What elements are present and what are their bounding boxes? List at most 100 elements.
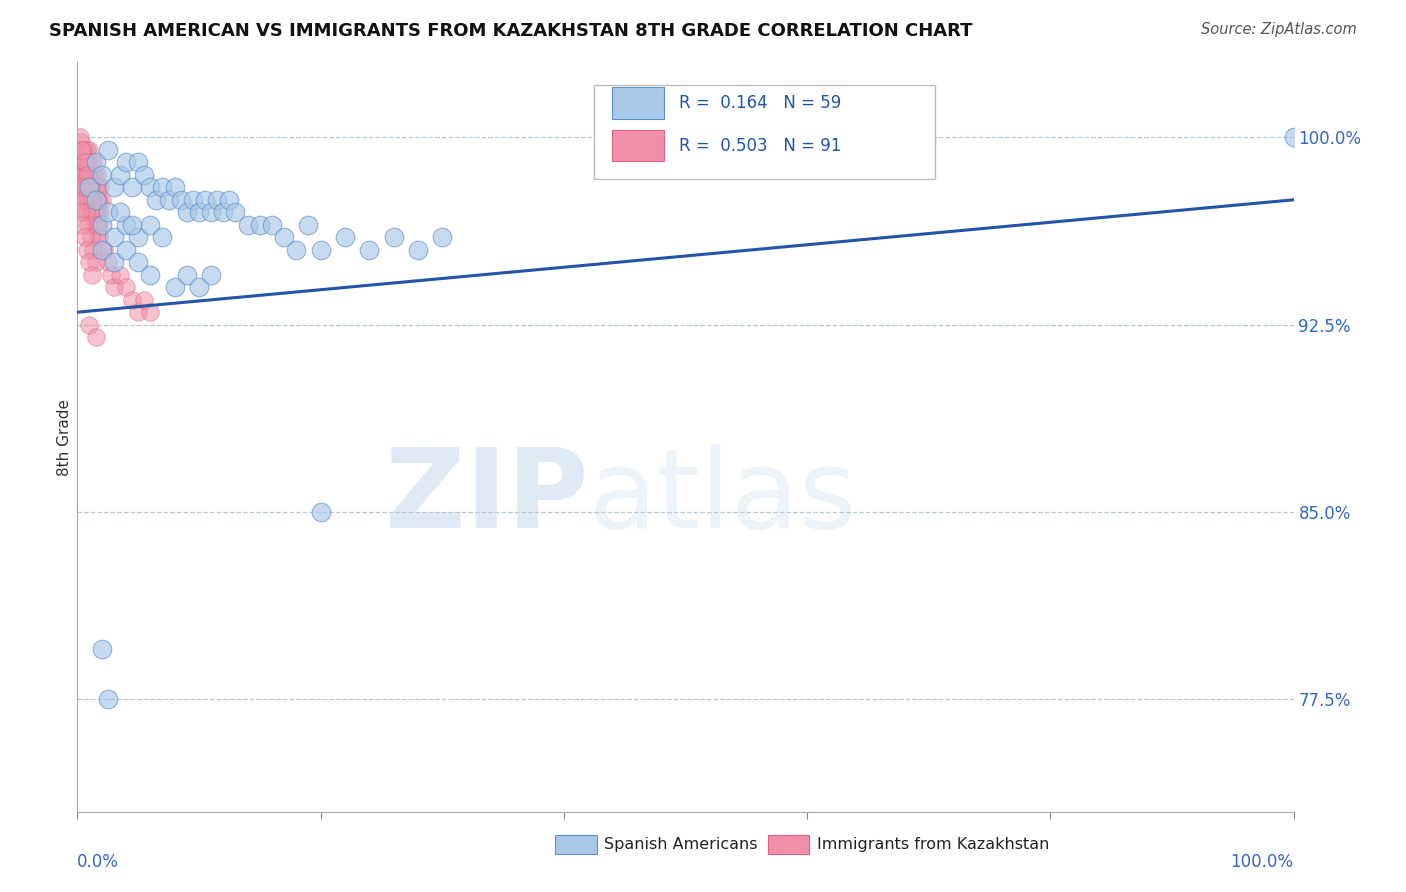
Point xyxy=(97,205,120,219)
Point xyxy=(297,218,319,232)
Point xyxy=(89,205,111,219)
Text: R =  0.164   N = 59: R = 0.164 N = 59 xyxy=(679,94,842,112)
Point xyxy=(70,168,93,182)
Point xyxy=(309,243,332,257)
Point xyxy=(333,230,356,244)
Point xyxy=(83,218,105,232)
Point xyxy=(77,168,100,182)
Point xyxy=(84,205,107,219)
FancyBboxPatch shape xyxy=(555,835,596,855)
Point xyxy=(76,193,98,207)
Point xyxy=(145,193,167,207)
Point xyxy=(127,305,149,319)
Point xyxy=(80,193,103,207)
Point xyxy=(75,155,97,169)
Point xyxy=(76,143,98,157)
Point xyxy=(236,218,259,232)
Point xyxy=(1282,130,1305,145)
Point xyxy=(80,155,103,169)
Point xyxy=(127,230,149,244)
Point xyxy=(83,205,105,219)
Point xyxy=(79,180,101,194)
Point xyxy=(108,205,131,219)
Text: Spanish Americans: Spanish Americans xyxy=(605,838,758,852)
Point xyxy=(73,193,96,207)
Point xyxy=(77,155,100,169)
Point xyxy=(79,143,101,157)
Point xyxy=(69,143,91,157)
Point xyxy=(80,168,103,182)
Point xyxy=(170,193,193,207)
Point xyxy=(115,155,138,169)
Point xyxy=(89,218,111,232)
Point xyxy=(97,692,120,706)
Point xyxy=(90,243,112,257)
Point xyxy=(224,205,246,219)
Point xyxy=(218,193,240,207)
Point xyxy=(359,243,381,257)
Point xyxy=(406,243,429,257)
Point xyxy=(84,155,107,169)
Point xyxy=(75,205,97,219)
FancyBboxPatch shape xyxy=(595,85,935,178)
Point xyxy=(93,243,115,257)
Point xyxy=(176,268,198,282)
Point xyxy=(70,136,93,150)
Point xyxy=(194,193,217,207)
Point xyxy=(87,205,110,219)
FancyBboxPatch shape xyxy=(613,130,664,161)
Point xyxy=(285,243,308,257)
Point xyxy=(72,155,94,169)
Point xyxy=(152,180,174,194)
Point xyxy=(80,205,103,219)
Point xyxy=(86,218,108,232)
Point xyxy=(70,143,93,157)
Point xyxy=(87,193,110,207)
Point xyxy=(108,168,131,182)
Point xyxy=(97,255,120,269)
Point xyxy=(79,255,101,269)
Point xyxy=(260,218,283,232)
Point xyxy=(82,193,104,207)
Point xyxy=(103,280,125,294)
Point xyxy=(75,180,97,194)
Point xyxy=(82,243,104,257)
Point xyxy=(103,255,125,269)
Point xyxy=(69,205,91,219)
Point xyxy=(115,243,138,257)
Point xyxy=(80,180,103,194)
Point xyxy=(108,268,131,282)
Point xyxy=(103,180,125,194)
Point xyxy=(90,218,112,232)
Point xyxy=(70,155,93,169)
Point xyxy=(73,143,96,157)
Point xyxy=(77,205,100,219)
Point xyxy=(163,280,186,294)
Point xyxy=(127,255,149,269)
Point xyxy=(103,230,125,244)
Point xyxy=(70,143,93,157)
Point xyxy=(70,218,93,232)
Text: 0.0%: 0.0% xyxy=(77,853,120,871)
Text: Source: ZipAtlas.com: Source: ZipAtlas.com xyxy=(1201,22,1357,37)
Point xyxy=(73,155,96,169)
Point xyxy=(83,205,105,219)
Text: SPANISH AMERICAN VS IMMIGRANTS FROM KAZAKHSTAN 8TH GRADE CORRELATION CHART: SPANISH AMERICAN VS IMMIGRANTS FROM KAZA… xyxy=(49,22,973,40)
Point xyxy=(273,230,295,244)
Point xyxy=(75,180,97,194)
Point xyxy=(90,642,112,657)
Point xyxy=(382,230,405,244)
Point xyxy=(127,155,149,169)
Point xyxy=(115,280,138,294)
Point xyxy=(80,268,103,282)
Point xyxy=(86,218,108,232)
Point xyxy=(76,168,98,182)
Point xyxy=(84,193,107,207)
Point xyxy=(121,293,143,307)
Point xyxy=(249,218,271,232)
Point xyxy=(90,193,112,207)
Point xyxy=(70,180,93,194)
Point xyxy=(72,168,94,182)
Point xyxy=(83,168,105,182)
Text: R =  0.503   N = 91: R = 0.503 N = 91 xyxy=(679,136,842,154)
